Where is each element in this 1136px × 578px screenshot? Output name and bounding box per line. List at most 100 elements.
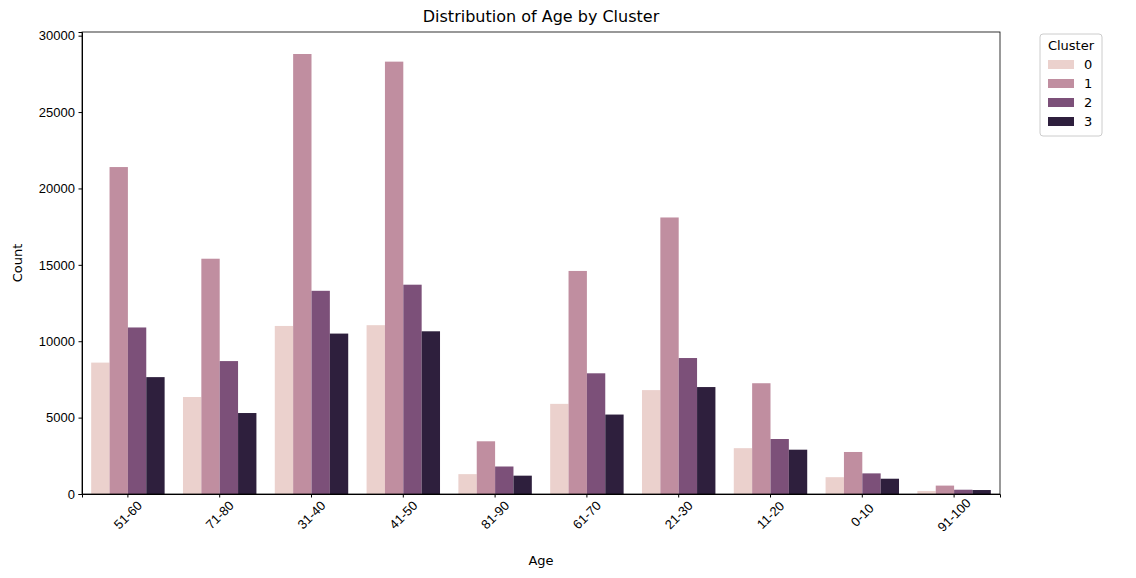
y-axis: 0 5000 10000 15000 20000 25000 30000 [39,28,83,501]
y-tick-label: 25000 [39,105,75,120]
x-tick-mark [678,494,679,498]
x-tick-label: 51-60 [111,498,145,532]
legend-item: 1 [1048,76,1092,91]
bar [917,491,935,494]
bar [201,259,219,494]
x-tick-label: 61-70 [570,498,604,532]
legend-swatch [1048,117,1074,126]
y-tick-mark [79,36,83,37]
bar [569,271,587,494]
y-axis-line [79,33,83,495]
bar [146,377,164,494]
y-tick: 0 [68,487,82,502]
x-tick: 11-20 [754,494,787,532]
bar [312,291,330,494]
x-tick: 91-100 [935,494,974,535]
bars [91,54,991,494]
bar [660,217,678,494]
y-tick-label: 30000 [39,28,75,43]
bar [513,476,531,494]
bar [275,326,293,494]
y-tick: 25000 [39,105,82,120]
x-tick-mark [586,494,587,498]
y-tick-mark [79,188,83,189]
y-tick: 5000 [46,410,82,425]
x-tick: 81-90 [478,494,512,532]
x-tick: 51-60 [111,494,145,532]
x-axis-line [83,495,1001,498]
bar [826,477,844,494]
bar [789,450,807,494]
bar [330,334,348,494]
x-axis-title: Age [528,553,553,568]
bar [238,413,256,494]
x-tick: 71-80 [203,494,237,532]
x-tick-mark [770,494,771,498]
bar [110,167,128,494]
bar-series [128,285,973,494]
legend-swatch [1048,60,1074,69]
x-tick-label: 81-90 [478,498,512,532]
bar [679,358,697,494]
x-tick-label: 71-80 [203,498,237,532]
y-tick-label: 5000 [46,410,75,425]
y-tick-mark [79,265,83,266]
y-tick-mark [79,418,83,419]
bar [183,397,201,494]
y-tick: 30000 [39,28,82,43]
y-tick-label: 10000 [39,334,75,349]
bar [771,439,789,494]
bar [605,415,623,494]
y-tick-label: 15000 [39,257,75,272]
x-tick-mark [862,494,863,498]
legend-swatch [1048,98,1074,107]
bar [220,361,238,494]
bar [972,490,990,494]
bar [936,486,954,494]
bar [495,467,513,495]
x-tick: 31-40 [294,494,328,532]
x-tick-mark [403,494,404,498]
bar [367,325,385,494]
plot-frame [82,32,1000,494]
bar-series [110,54,955,494]
x-tick-label: 31-40 [294,498,328,532]
title: Distribution of Age by Cluster [423,7,660,26]
bar [734,448,752,494]
x-tick-mark [495,494,496,498]
legend-title: Cluster [1048,38,1095,53]
legend-item: 2 [1048,95,1092,110]
x-tick: 61-70 [570,494,604,532]
y-tick: 15000 [39,257,82,272]
legend-label: 2 [1084,95,1092,110]
bar [642,390,660,494]
x-tick-mark [311,494,312,498]
bar [844,452,862,494]
y-tick-label: 20000 [39,181,75,196]
x-tick-label: 11-20 [754,498,787,531]
x-tick: 41-50 [386,494,420,532]
y-tick: 20000 [39,181,82,196]
legend-label: 0 [1084,57,1092,72]
bar [477,441,495,494]
chart: 0 5000 10000 15000 20000 25000 30000 51-60 71-80… [0,0,1136,578]
bar [587,373,605,494]
legend-box [1040,34,1102,136]
y-tick: 10000 [39,334,82,349]
bar [293,54,311,494]
legend-label: 1 [1084,76,1092,91]
legend: Cluster 0 1 2 3 [1040,34,1102,136]
x-tick-label: 41-50 [386,498,420,532]
bar [403,285,421,494]
y-tick-mark [79,494,83,495]
bar [385,62,403,494]
bar [91,363,109,494]
x-tick-mark [127,494,128,498]
bar [881,479,899,494]
legend-item: 0 [1048,57,1092,72]
y-tick-mark [79,112,83,113]
legend-label: 3 [1084,114,1092,129]
bar [128,327,146,494]
x-tick: 0-10 [848,494,877,530]
bar [862,473,880,494]
